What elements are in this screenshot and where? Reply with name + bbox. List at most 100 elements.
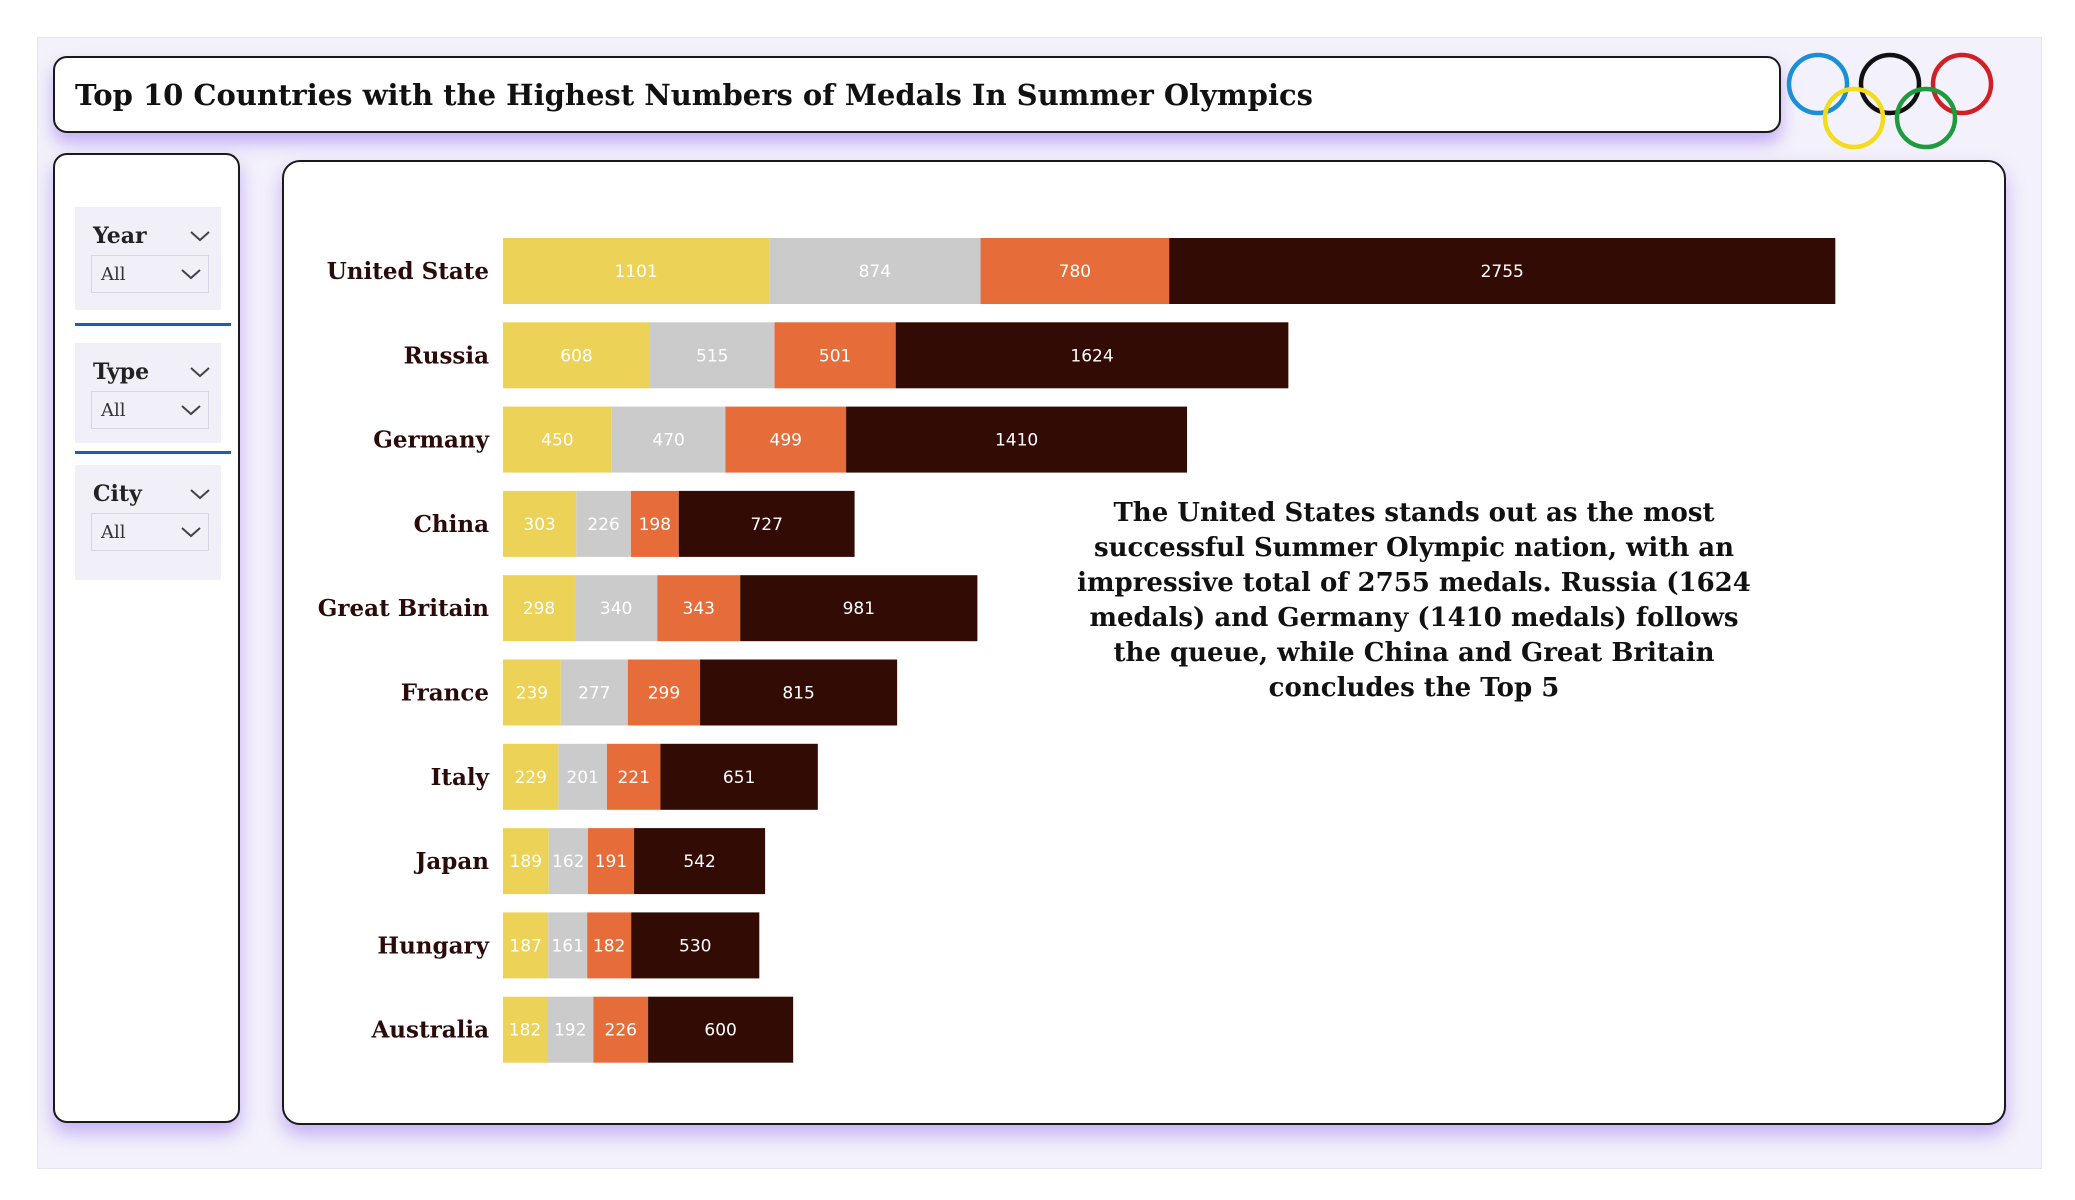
data-label: 981 (843, 599, 875, 619)
chevron-down-icon[interactable] (189, 229, 211, 243)
city-slicer: City All (75, 465, 221, 580)
data-label: 501 (819, 346, 851, 366)
ring-red-icon (1930, 52, 1994, 116)
bar-segment-bronze[interactable] (606, 743, 661, 810)
chevron-down-icon (181, 405, 201, 416)
bar-segment-gold[interactable] (503, 238, 770, 304)
category-label: United State (327, 258, 489, 285)
data-label: 201 (566, 768, 598, 788)
category-label: Russia (404, 342, 489, 369)
bar-segment-gold[interactable] (503, 575, 576, 642)
type-slicer-header[interactable]: Type (93, 357, 211, 387)
ring-green-icon (1894, 86, 1958, 150)
data-label: 470 (652, 431, 684, 451)
bar-segment-gold[interactable] (503, 406, 612, 473)
bar-segment-silver[interactable] (548, 912, 588, 979)
data-label: 608 (560, 346, 592, 366)
year-slicer-header[interactable]: Year (93, 221, 211, 251)
data-label: 303 (523, 515, 555, 535)
type-slicer-title: Type (93, 359, 150, 385)
type-slicer: Type All (75, 343, 221, 443)
bar-segment-gold[interactable] (503, 828, 549, 895)
bar-segment-bronze[interactable] (774, 322, 896, 389)
data-label: 161 (551, 936, 583, 956)
insight-text: The United States stands out as the most… (1077, 498, 1751, 703)
bar-segment-silver[interactable] (576, 490, 631, 557)
bar-segment-total[interactable] (631, 912, 760, 979)
category-label: China (414, 511, 489, 538)
year-slicer: Year All (75, 207, 221, 310)
bar-segment-silver[interactable] (558, 743, 607, 810)
bar-segment-silver[interactable] (650, 322, 775, 389)
category-label: Australia (370, 1017, 489, 1044)
olympic-rings-logo (1786, 52, 1994, 150)
data-label: 299 (648, 684, 680, 704)
bar-segment-gold[interactable] (503, 659, 561, 726)
bar-segment-total[interactable] (740, 575, 978, 642)
city-dropdown-value: All (101, 521, 126, 543)
city-dropdown[interactable]: All (91, 513, 209, 551)
bar-segment-total[interactable] (660, 743, 818, 810)
chevron-down-icon[interactable] (189, 365, 211, 379)
bar-segment-total[interactable] (895, 322, 1289, 389)
bar-segment-gold[interactable] (503, 743, 559, 810)
bar-segment-total[interactable] (648, 996, 794, 1063)
bar-segment-bronze[interactable] (980, 238, 1170, 304)
data-label: 727 (750, 515, 782, 535)
bar-segment-silver[interactable] (611, 406, 726, 473)
medals-bar-chart: United State 1101 874 780 2755 Russia 608 515 50… (318, 238, 1836, 1063)
data-label: 2755 (1481, 262, 1524, 282)
data-label: 189 (510, 852, 542, 872)
data-label: 815 (782, 684, 814, 704)
bar-segment-bronze[interactable] (593, 996, 649, 1063)
bar-segment-total[interactable] (678, 490, 855, 557)
data-label: 192 (554, 1021, 586, 1041)
data-label: 1101 (614, 262, 657, 282)
data-label: 187 (509, 936, 541, 956)
chevron-down-icon[interactable] (189, 487, 211, 501)
type-dropdown[interactable]: All (91, 391, 209, 429)
bar-segment-bronze[interactable] (657, 575, 741, 642)
data-label: 600 (704, 1021, 736, 1041)
bar-segment-gold[interactable] (503, 912, 549, 979)
data-label: 1410 (995, 431, 1038, 451)
bar-segment-bronze[interactable] (587, 912, 632, 979)
title-card: Top 10 Countries with the Highest Number… (53, 56, 1781, 133)
chevron-down-icon (181, 527, 201, 538)
bar-segment-silver[interactable] (547, 996, 594, 1063)
data-label: 198 (639, 515, 671, 535)
bar-segment-silver[interactable] (769, 238, 981, 304)
ring-black-icon (1858, 52, 1922, 116)
bar-segment-gold[interactable] (503, 490, 577, 557)
filter-panel: Year All Type All City All (53, 153, 240, 1123)
data-label: 191 (595, 852, 627, 872)
category-label: Japan (414, 848, 490, 875)
year-slicer-title: Year (93, 223, 147, 249)
divider (75, 451, 231, 454)
category-label: Germany (373, 427, 489, 454)
bar-segment-total[interactable] (846, 406, 1188, 473)
bar-segment-bronze[interactable] (630, 490, 679, 557)
data-label: 226 (587, 515, 619, 535)
bar-segment-total[interactable] (634, 828, 766, 895)
bar-segment-silver[interactable] (560, 659, 628, 726)
data-label: 239 (516, 684, 548, 704)
bar-segment-silver[interactable] (548, 828, 588, 895)
city-slicer-header[interactable]: City (93, 479, 211, 509)
bar-segment-silver[interactable] (575, 575, 658, 642)
category-label: France (401, 680, 489, 707)
bar-segment-total[interactable] (1169, 238, 1836, 304)
bar-segment-bronze[interactable] (725, 406, 847, 473)
data-label: 515 (696, 346, 728, 366)
chevron-down-icon (181, 269, 201, 280)
data-label: 277 (578, 684, 610, 704)
bar-segment-gold[interactable] (503, 996, 548, 1063)
data-label: 343 (683, 599, 715, 619)
bar-segment-total[interactable] (700, 659, 898, 726)
year-dropdown[interactable]: All (91, 255, 209, 293)
bar-segment-bronze[interactable] (627, 659, 701, 726)
bar-segment-gold[interactable] (503, 322, 651, 389)
category-label: Great Britain (318, 595, 489, 622)
ring-blue-icon (1786, 52, 1850, 116)
bar-segment-bronze[interactable] (587, 828, 635, 895)
